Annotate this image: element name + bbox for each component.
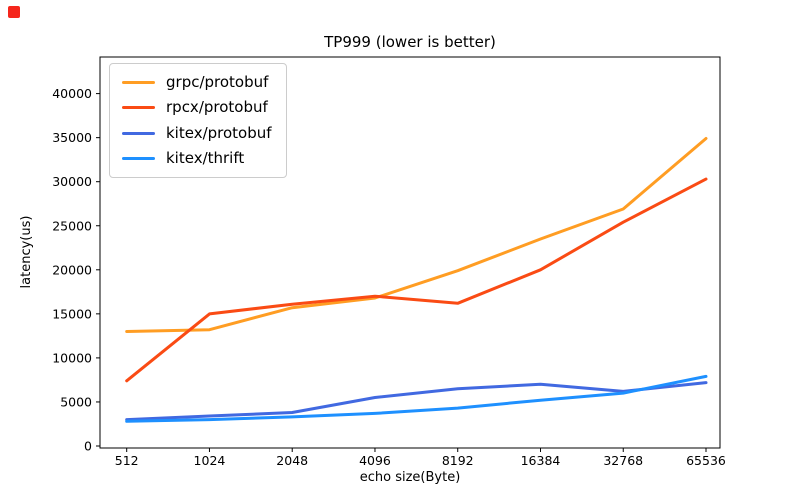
legend-item-kitex-thrift: kitex/thrift xyxy=(122,148,272,167)
legend-line-swatch-icon xyxy=(122,106,155,110)
legend-line-swatch-icon xyxy=(122,131,155,135)
legend: grpc/protobuf rpcx/protobuf kitex/protobuf… xyxy=(109,63,287,178)
x-tick-label: 16384 xyxy=(521,453,561,468)
y-axis-label: latency(us) xyxy=(19,216,34,289)
legend-item-kitex-protobuf: kitex/protobuf xyxy=(122,123,272,142)
series-lines xyxy=(125,137,708,423)
x-tick-label: 32768 xyxy=(603,453,643,468)
y-axis-ticks: 0 5000 10000 15000 20000 25000 30000 35000 40000 xyxy=(52,86,100,454)
x-tick-label: 512 xyxy=(115,453,139,468)
series-line-kitex-protobuf xyxy=(125,381,708,422)
legend-line-swatch-icon xyxy=(122,81,155,85)
x-axis-ticks: 512 1024 2048 4096 8192 16384 32768 65536 xyxy=(115,448,726,468)
plot-border xyxy=(99,56,721,449)
y-tick-label: 30000 xyxy=(52,174,92,189)
x-tick-label: 4096 xyxy=(359,453,391,468)
y-tick-label: 0 xyxy=(84,439,92,454)
legend-item-rpcx-protobuf: rpcx/protobuf xyxy=(122,98,272,117)
legend-label: rpcx/protobuf xyxy=(166,98,268,117)
y-tick-label: 15000 xyxy=(52,306,92,321)
chart-title: TP999 (lower is better) xyxy=(323,33,496,51)
legend-label: kitex/protobuf xyxy=(166,123,272,142)
series-line-kitex-thrift xyxy=(125,374,708,423)
y-tick-label: 10000 xyxy=(52,350,92,365)
series-line-grpc-protobuf xyxy=(125,137,708,333)
legend-line-swatch-icon xyxy=(122,156,155,160)
x-tick-label: 2048 xyxy=(276,453,308,468)
legend-label: kitex/thrift xyxy=(166,148,245,167)
series-line-rpcx-protobuf xyxy=(125,177,708,383)
y-tick-label: 25000 xyxy=(52,218,92,233)
x-axis-label: echo size(Byte) xyxy=(360,470,461,485)
y-tick-label: 20000 xyxy=(52,262,92,277)
record-indicator-icon xyxy=(8,6,20,18)
x-tick-label: 65536 xyxy=(686,453,726,468)
y-tick-label: 5000 xyxy=(60,394,92,409)
legend-item-grpc-protobuf: grpc/protobuf xyxy=(122,73,272,91)
x-tick-label: 1024 xyxy=(194,453,226,468)
y-tick-label: 40000 xyxy=(52,86,92,101)
y-tick-label: 35000 xyxy=(52,130,92,145)
legend-label: grpc/protobuf xyxy=(166,73,269,91)
x-tick-label: 8192 xyxy=(442,453,474,468)
